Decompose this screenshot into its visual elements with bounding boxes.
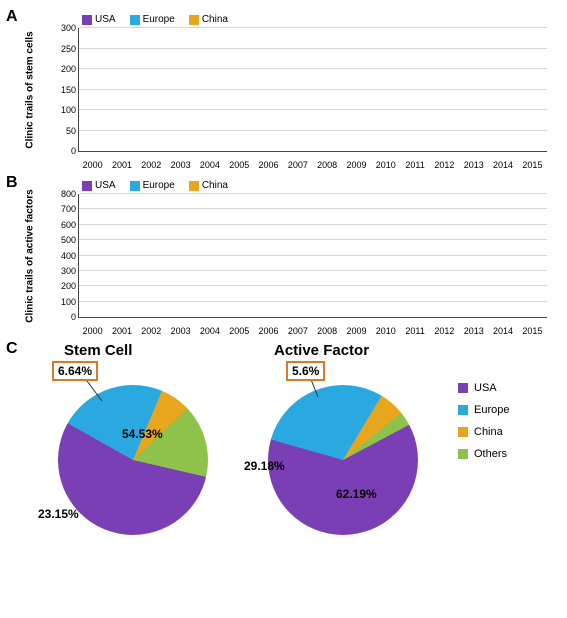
legend-label-europe-b: Europe xyxy=(143,180,175,191)
x-tick: 2015 xyxy=(518,326,547,336)
pie-chart-stem-cell xyxy=(58,385,208,535)
legend-label-china-b: China xyxy=(202,180,228,191)
y-tick: 700 xyxy=(61,204,79,214)
legend-swatch-china-c xyxy=(458,427,468,437)
x-tick: 2003 xyxy=(166,160,195,170)
bars-area-b xyxy=(79,194,547,317)
x-tick: 2008 xyxy=(313,326,342,336)
x-tick: 2010 xyxy=(371,160,400,170)
y-tick: 300 xyxy=(61,23,79,33)
bars-area-a xyxy=(79,28,547,151)
x-tick: 2004 xyxy=(195,326,224,336)
legend-swatch-usa-c xyxy=(458,383,468,393)
legend-swatch-europe-b xyxy=(130,181,140,191)
panel-b-label: B xyxy=(6,174,18,192)
x-tick: 2007 xyxy=(283,160,312,170)
y-label-b: Clinic trails of active factors xyxy=(25,189,36,322)
y-tick: 150 xyxy=(61,85,79,95)
y-tick: 600 xyxy=(61,220,79,230)
bar-chart-b: USA Europe China Clinic trails of active… xyxy=(48,176,547,336)
y-tick: 0 xyxy=(71,312,79,322)
x-tick: 2014 xyxy=(488,160,517,170)
x-tick: 2005 xyxy=(225,160,254,170)
x-tick: 2011 xyxy=(400,160,429,170)
callout-europe-2: 29.18% xyxy=(244,459,285,473)
y-tick: 400 xyxy=(61,251,79,261)
x-labels-a: 2000200120022003200420052006200720082009… xyxy=(78,160,547,170)
x-tick: 2002 xyxy=(137,160,166,170)
y-tick: 100 xyxy=(61,297,79,307)
legend-swatch-europe-c xyxy=(458,405,468,415)
pie-legend: USA Europe China Others xyxy=(458,382,509,470)
legend-b: USA Europe China xyxy=(82,180,228,191)
x-tick: 2008 xyxy=(313,160,342,170)
x-tick: 2000 xyxy=(78,326,107,336)
x-tick: 2014 xyxy=(488,326,517,336)
x-tick: 2007 xyxy=(283,326,312,336)
x-tick: 2001 xyxy=(107,160,136,170)
x-tick: 2006 xyxy=(254,326,283,336)
y-tick: 250 xyxy=(61,44,79,54)
pie-stem-cell: Stem Cell 6.64% 54.53% 23.15% xyxy=(34,342,224,551)
y-tick: 500 xyxy=(61,235,79,245)
y-tick: 50 xyxy=(66,126,79,136)
x-tick: 2003 xyxy=(166,326,195,336)
callout-europe-1: 23.15% xyxy=(38,507,79,521)
legend-swatch-china-b xyxy=(189,181,199,191)
legend-swatch-china xyxy=(189,15,199,25)
y-tick: 0 xyxy=(71,146,79,156)
panel-a-label: A xyxy=(6,8,18,26)
pie-title-stem-cell: Stem Cell xyxy=(34,342,224,359)
x-tick: 2010 xyxy=(371,326,400,336)
legend-label-usa-c: USA xyxy=(474,382,497,394)
y-label-a: Clinic trails of stem cells xyxy=(25,31,36,148)
legend-label-china-c: China xyxy=(474,426,503,438)
x-tick: 2001 xyxy=(107,326,136,336)
x-tick: 2012 xyxy=(430,160,459,170)
plot-area-b: 0100200300400500600700800 xyxy=(78,194,547,318)
legend-label-usa-b: USA xyxy=(95,180,116,191)
legend-label-china: China xyxy=(202,14,228,25)
legend-swatch-usa xyxy=(82,15,92,25)
x-tick: 2004 xyxy=(195,160,224,170)
pie-title-active-factor: Active Factor xyxy=(244,342,434,359)
x-tick: 2015 xyxy=(518,160,547,170)
pie-active-factor: Active Factor 5.6% 62.19% 29.18% xyxy=(244,342,434,551)
x-tick: 2002 xyxy=(137,326,166,336)
x-tick: 2009 xyxy=(342,160,371,170)
legend-label-europe-c: Europe xyxy=(474,404,509,416)
callout-usa-2: 62.19% xyxy=(336,487,377,501)
x-tick: 2009 xyxy=(342,326,371,336)
callout-china-1: 6.64% xyxy=(52,361,98,381)
x-tick: 2000 xyxy=(78,160,107,170)
plot-area-a: 050100150200250300 xyxy=(78,28,547,152)
x-tick: 2005 xyxy=(225,326,254,336)
panel-b: B USA Europe China Clinic trails of acti… xyxy=(30,176,557,336)
y-tick: 200 xyxy=(61,281,79,291)
legend-swatch-usa-b xyxy=(82,181,92,191)
panel-a: A USA Europe China Clinic trails of stem… xyxy=(30,10,557,170)
x-tick: 2012 xyxy=(430,326,459,336)
pie-chart-active-factor xyxy=(268,385,418,535)
legend-swatch-europe xyxy=(130,15,140,25)
y-tick: 300 xyxy=(61,266,79,276)
callout-usa-1: 54.53% xyxy=(122,427,163,441)
legend-a: USA Europe China xyxy=(82,14,228,25)
legend-swatch-others-c xyxy=(458,449,468,459)
y-tick: 200 xyxy=(61,64,79,74)
y-tick: 100 xyxy=(61,105,79,115)
panel-c-label: C xyxy=(6,340,18,358)
bar-chart-a: USA Europe China Clinic trails of stem c… xyxy=(48,10,547,170)
legend-label-usa: USA xyxy=(95,14,116,25)
panel-c: C Stem Cell 6.64% 54.53% 23.15% Active F… xyxy=(30,342,557,551)
callout-china-2: 5.6% xyxy=(286,361,325,381)
legend-label-europe: Europe xyxy=(143,14,175,25)
x-tick: 2011 xyxy=(400,326,429,336)
y-tick: 800 xyxy=(61,189,79,199)
x-tick: 2013 xyxy=(459,160,488,170)
x-tick: 2006 xyxy=(254,160,283,170)
x-labels-b: 2000200120022003200420052006200720082009… xyxy=(78,326,547,336)
x-tick: 2013 xyxy=(459,326,488,336)
legend-label-others-c: Others xyxy=(474,448,507,460)
